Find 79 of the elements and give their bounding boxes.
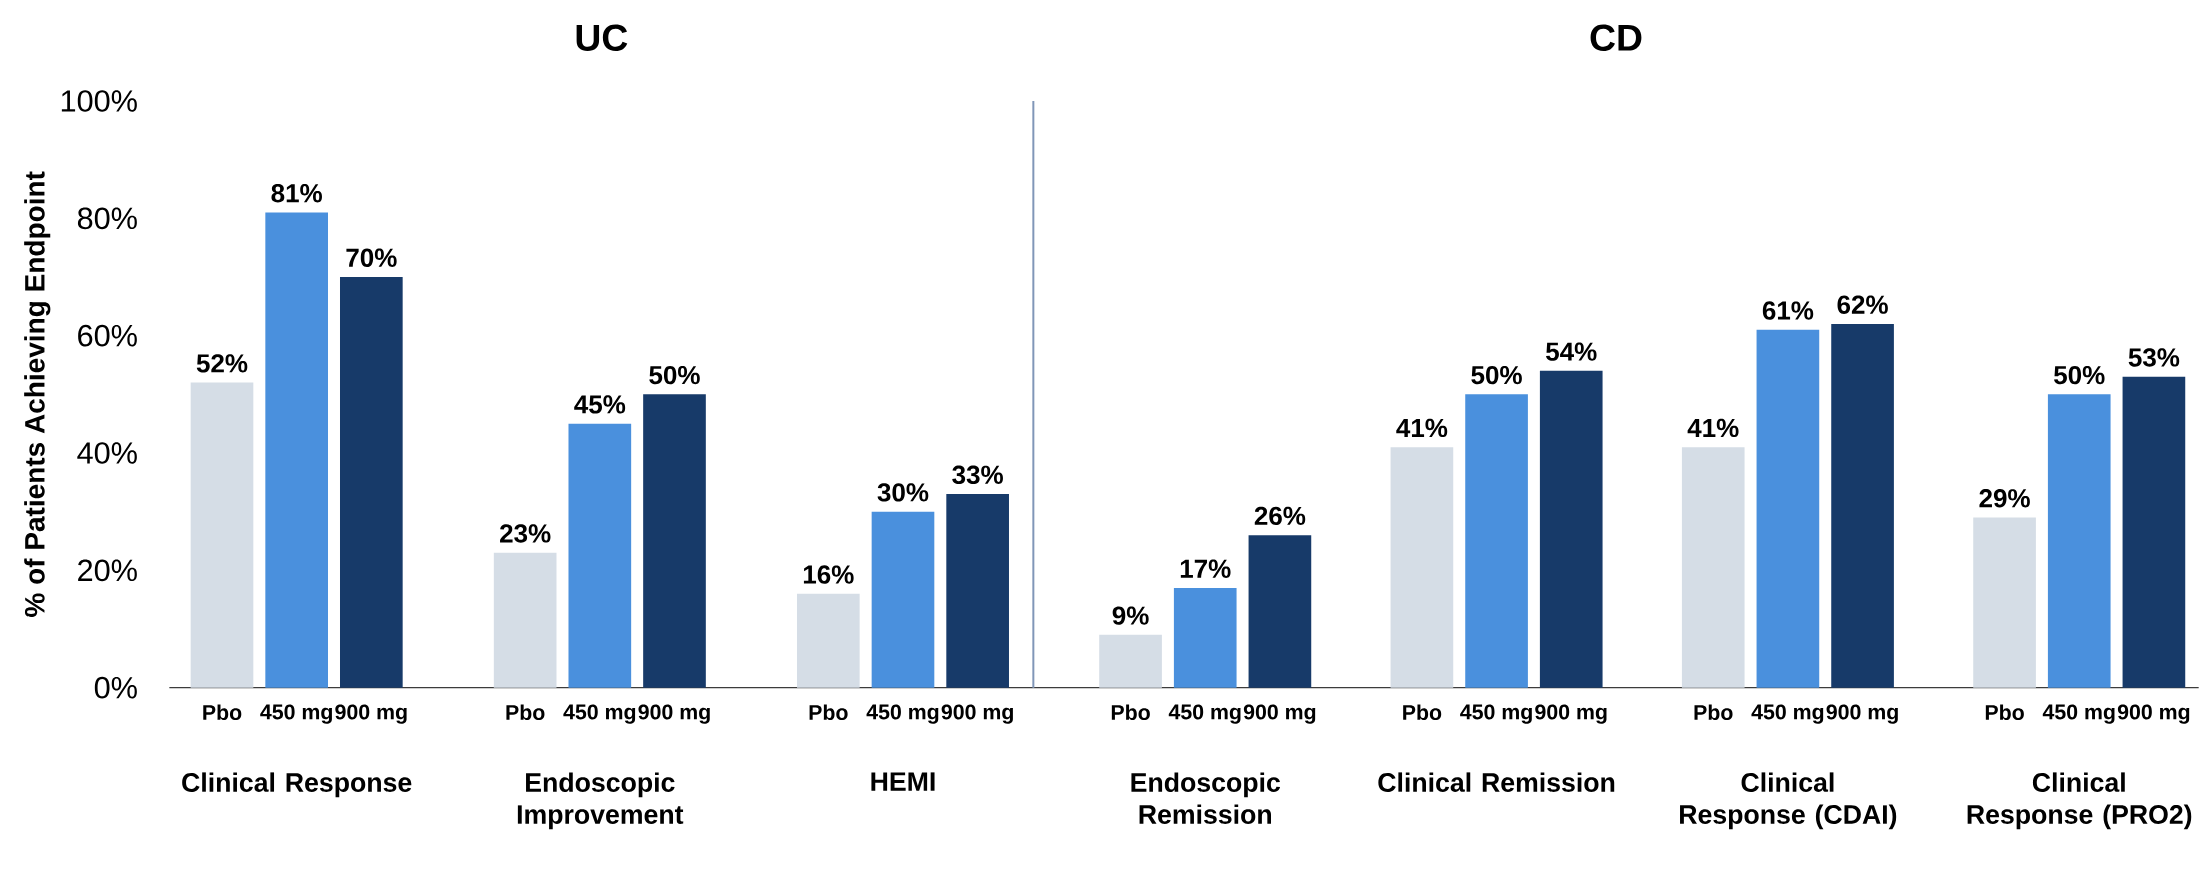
text: Pbo (1403, 704, 1442, 721)
bar (1539, 370, 1603, 688)
data-label: 52% (196, 354, 248, 373)
bar (265, 212, 328, 688)
data-label: 53% (2128, 348, 2180, 367)
bar (2122, 376, 2186, 688)
data-label: 45% (574, 395, 626, 414)
text: 900 mg (2117, 704, 2190, 724)
y-tick-label: 20% (78, 559, 137, 582)
bar (340, 277, 403, 688)
series-label: 450 mg (1460, 704, 1532, 724)
data-label: 17% (1180, 559, 1231, 578)
data-label: 61% (1762, 301, 1814, 320)
bar (1248, 535, 1312, 688)
bar (1173, 587, 1237, 688)
text: 900 mg (1535, 704, 1607, 724)
text: Pbo (809, 704, 848, 721)
chart-title: CD (1590, 24, 1642, 51)
series-label: 900 mg (941, 704, 1013, 724)
bar (1465, 394, 1528, 688)
data-label: 62% (1837, 295, 1888, 314)
text: 450 mg (2042, 704, 2115, 724)
bar (871, 511, 935, 688)
text: 450 mg (260, 704, 332, 724)
bar (568, 423, 632, 688)
text: Pbo (1985, 704, 2024, 721)
text: 450 mg (563, 704, 636, 724)
bar (946, 494, 1009, 688)
bar (1973, 517, 2036, 688)
x-tick-label: Endoscopic Remission (1131, 772, 1281, 824)
bar (643, 394, 706, 688)
bar (1831, 323, 1894, 688)
text: Pbo (1694, 704, 1733, 721)
data-label: 50% (1471, 365, 1522, 385)
series-label: Pbo (1111, 704, 1150, 721)
text: 900 mg (1243, 704, 1316, 724)
data-label: 50% (2054, 365, 2105, 385)
text: 450 mg (1168, 704, 1241, 724)
x-tick-label: Clinical Response (182, 772, 412, 798)
data-label: 50% (649, 365, 700, 385)
y-axis-title: % of Patients Achieving Endpoint (24, 171, 51, 617)
data-label: 41% (1396, 418, 1448, 438)
x-tick-label: Clinical Response (PRO2) (1967, 772, 2192, 830)
bar (1390, 447, 1454, 688)
text: Pbo (506, 704, 545, 721)
x-tick-label: Endoscopic Improvement (517, 772, 684, 830)
text: 900 mg (638, 704, 710, 724)
data-label: 81% (271, 184, 322, 203)
data-label: 41% (1687, 418, 1739, 438)
data-label: 16% (803, 565, 854, 584)
x-tick-label: HEMI (871, 772, 935, 791)
bar (1099, 634, 1162, 688)
bar (1756, 329, 1820, 688)
bar (190, 382, 254, 688)
bar (493, 552, 557, 688)
series-label: Pbo (203, 704, 242, 721)
bar (1681, 447, 1745, 688)
data-label: 9% (1112, 606, 1149, 625)
y-tick-label: 0% (94, 676, 137, 699)
y-tick-label: 60% (78, 324, 137, 347)
text: 900 mg (335, 704, 407, 724)
data-label: 33% (952, 465, 1003, 485)
data-label: 26% (1254, 506, 1306, 526)
y-tick-label: 100% (61, 90, 137, 112)
chart-title: UC (576, 24, 628, 51)
bar (796, 593, 860, 688)
text: 450 mg (1751, 704, 1824, 724)
x-tick-label: Clinical Response (CDAI) (1680, 772, 1897, 830)
data-label: 54% (1546, 342, 1597, 361)
y-tick-label: 80% (77, 207, 137, 230)
data-label: 70% (346, 248, 397, 267)
y-tick-label: 40% (77, 442, 137, 464)
series-label: 900 mg (1826, 704, 1898, 724)
data-label: 30% (877, 483, 929, 502)
data-label: 23% (500, 524, 551, 543)
x-tick-label: Clinical Remission (1378, 772, 1615, 792)
series-label: 450 mg (866, 704, 939, 724)
data-label: 29% (1979, 489, 2030, 508)
bar (2047, 394, 2111, 688)
